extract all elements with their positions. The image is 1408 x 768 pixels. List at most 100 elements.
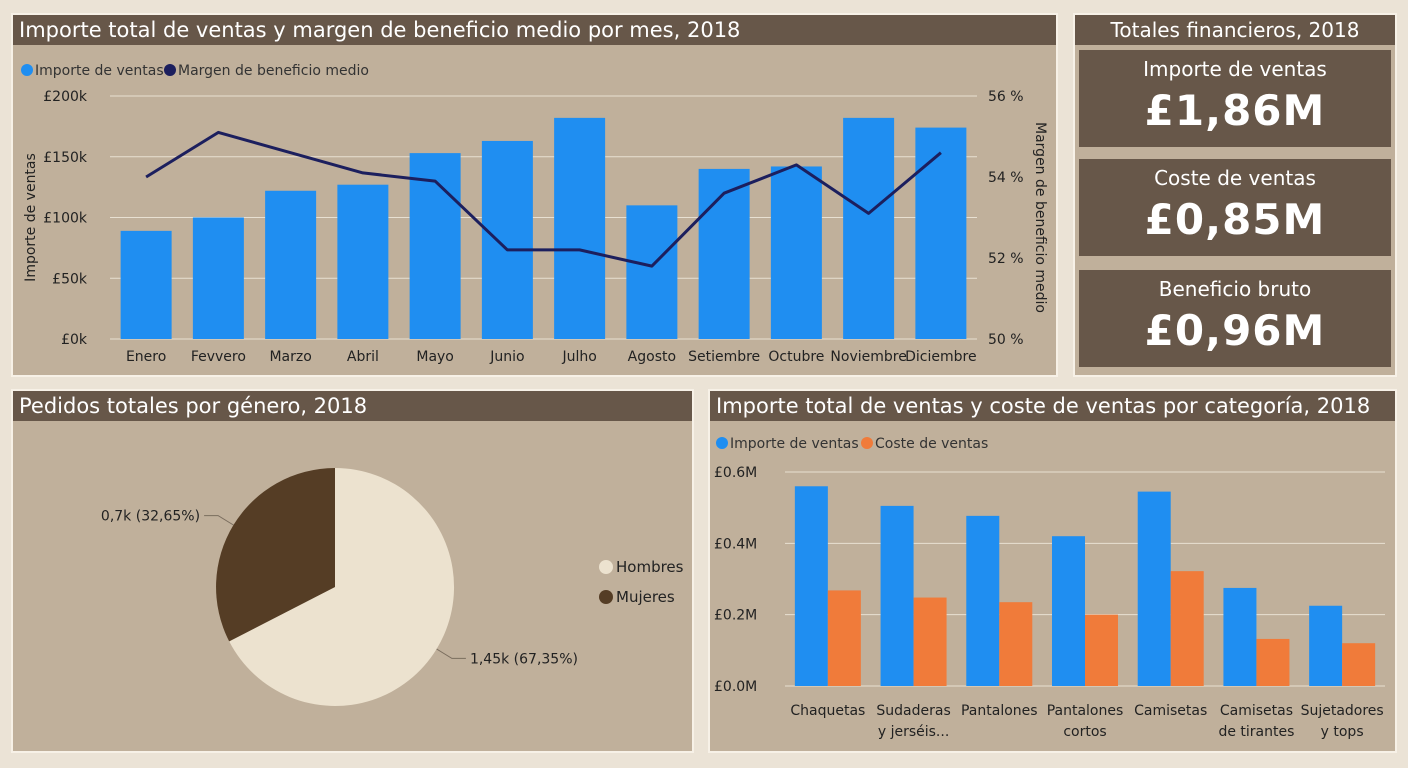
bar-sales: [265, 190, 317, 339]
x-tick-label: Camisetas: [1134, 703, 1207, 719]
legend-swatch-hombres: [599, 560, 613, 574]
legend-label-mujeres: Mujeres: [616, 588, 675, 606]
x-tick-label: Chaquetas: [790, 703, 865, 719]
legend-label-sales: Importe de ventas: [35, 63, 164, 79]
kpi-card-profit: Beneficio bruto £0,96M: [1079, 270, 1391, 367]
financial-totals-panel: Totales financieros, 2018 Importe de ven…: [1073, 13, 1397, 377]
y-tick-label: £0.0M: [714, 679, 757, 695]
legend-label-hombres: Hombres: [616, 558, 684, 576]
bar-sales: [794, 486, 828, 686]
x-tick-label: Diciembre: [905, 349, 976, 365]
x-tick-label: y jerséis...: [878, 724, 949, 740]
x-tick-label: Julho: [561, 349, 596, 365]
pie-leader-line: [436, 648, 466, 659]
kpi-card-cost: Coste de ventas £0,85M: [1079, 159, 1391, 256]
x-tick-label: Camisetas: [1220, 703, 1293, 719]
bar-cost: [827, 590, 861, 686]
category-sales-panel: Importe total de ventas y coste de venta…: [708, 389, 1397, 753]
y-axis-title: Importe de ventas: [23, 153, 39, 282]
legend-swatch-sales: [716, 437, 728, 449]
legend-label-cost: Coste de ventas: [875, 436, 988, 452]
kpi-value-cost: £0,85M: [1144, 195, 1326, 244]
x-tick-label: Octubre: [768, 349, 824, 365]
kpi-value-sales: £1,86M: [1144, 86, 1326, 135]
kpi-label-profit: Beneficio bruto: [1158, 277, 1312, 301]
x-tick-label: Noviembre: [830, 349, 906, 365]
bar-sales: [1223, 587, 1257, 686]
bar-sales: [192, 217, 244, 339]
bar-cost: [999, 602, 1033, 686]
y-right-tick-label: 50 %: [988, 332, 1024, 348]
bar-sales: [966, 515, 1000, 686]
y-tick-label: £200k: [43, 89, 88, 105]
x-tick-label: Pantalones: [961, 703, 1038, 719]
x-tick-label: cortos: [1063, 724, 1106, 740]
x-tick-label: Setiembre: [688, 349, 760, 365]
y-tick-label: £0.4M: [714, 536, 757, 552]
bar-sales: [554, 117, 606, 340]
monthly-sales-title: Importe total de ventas y margen de bene…: [13, 15, 1056, 45]
bar-sales: [698, 168, 750, 339]
legend-swatch-mujeres: [599, 590, 613, 604]
y-tick-label: £0.6M: [714, 465, 757, 481]
bar-sales: [1137, 491, 1171, 686]
pie-data-label: 1,45k (67,35%): [470, 651, 578, 667]
financial-totals-title: Totales financieros, 2018: [1075, 15, 1395, 45]
y-tick-label: £100k: [43, 211, 88, 227]
bar-sales: [481, 140, 533, 339]
bar-sales: [1052, 536, 1085, 686]
legend-swatch-sales: [21, 64, 33, 76]
bar-sales: [770, 166, 822, 339]
kpi-value-profit: £0,96M: [1144, 306, 1326, 355]
pie-leader-line: [204, 515, 234, 526]
bar-sales: [843, 117, 895, 340]
y-tick-label: £0k: [61, 332, 88, 348]
y-right-axis-title: Margen de beneficio medio: [1032, 122, 1048, 313]
x-tick-label: Pantalones: [1047, 703, 1124, 719]
category-sales-title: Importe total de ventas y coste de venta…: [710, 391, 1395, 421]
kpi-card-sales: Importe de ventas £1,86M: [1079, 50, 1391, 147]
bar-sales: [409, 153, 461, 339]
kpi-label-cost: Coste de ventas: [1154, 166, 1316, 190]
legend-label-sales: Importe de ventas: [730, 436, 859, 452]
bar-sales: [626, 205, 678, 339]
y-tick-label: £150k: [43, 150, 88, 166]
y-right-tick-label: 52 %: [988, 251, 1024, 267]
bar-cost: [1170, 571, 1204, 686]
x-tick-label: Marzo: [269, 349, 311, 365]
y-tick-label: £50k: [52, 271, 88, 287]
x-tick-label: Enero: [126, 349, 166, 365]
bar-sales: [880, 505, 914, 686]
line-margin: [145, 130, 942, 268]
bar-sales: [337, 184, 389, 339]
gender-orders-panel: Pedidos totales por género, 2018 1,45k (…: [11, 389, 694, 753]
pie-slice-mujeres: [216, 468, 335, 642]
x-tick-label: de tirantes: [1218, 724, 1294, 740]
bar-sales: [915, 127, 967, 339]
bar-sales: [120, 230, 172, 339]
gender-orders-title: Pedidos totales por género, 2018: [13, 391, 692, 421]
monthly-sales-chart: Importe de ventas Margen de beneficio med…: [21, 63, 1048, 365]
x-tick-label: Mayo: [416, 349, 454, 365]
x-tick-label: y tops: [1321, 724, 1364, 740]
legend-label-margin: Margen de beneficio medio: [178, 63, 369, 79]
y-right-tick-label: 56 %: [988, 89, 1024, 105]
x-tick-label: Agosto: [628, 349, 676, 365]
bar-cost: [1085, 614, 1118, 686]
legend-swatch-margin: [164, 64, 176, 76]
bar-cost: [1256, 638, 1290, 686]
monthly-sales-panel: Importe total de ventas y margen de bene…: [11, 13, 1058, 377]
x-tick-label: Junio: [489, 349, 524, 365]
category-sales-chart: Importe de ventas Coste de ventas £0.0M £0.…: [714, 436, 1385, 740]
pie-slice-hombres: [229, 468, 455, 706]
x-tick-label: Sujetadores: [1301, 703, 1384, 719]
bar-cost: [913, 597, 947, 686]
pie-data-label: 0,7k (32,65%): [101, 509, 200, 525]
x-tick-label: Sudaderas: [876, 703, 950, 719]
y-right-tick-label: 54 %: [988, 170, 1024, 186]
gender-pie-chart: 1,45k (67,35%) 0,7k (32,65%) Hombres Mujere…: [101, 468, 684, 706]
x-tick-label: Fevvero: [191, 349, 246, 365]
y-tick-label: £0.2M: [714, 608, 757, 624]
bar-sales: [1309, 605, 1343, 686]
x-tick-label: Abril: [347, 349, 379, 365]
